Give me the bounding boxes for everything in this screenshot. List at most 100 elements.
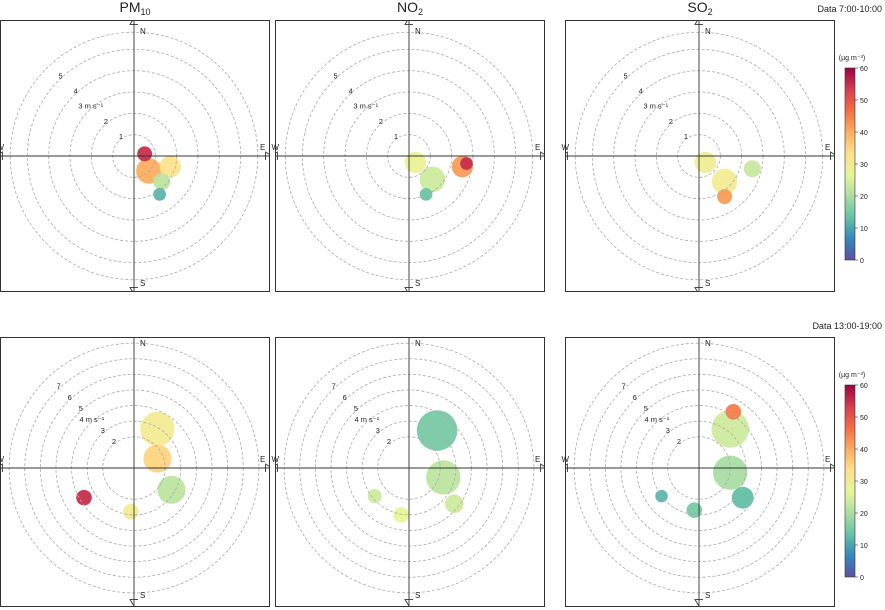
speed-ring-label: 3 <box>666 426 670 435</box>
compass-south: S <box>705 279 710 288</box>
axis-arrowhead <box>540 463 545 472</box>
colorbar-tick-label: 30 <box>860 162 868 169</box>
colorbar-tick-label: 10 <box>860 226 868 233</box>
concentration-blob <box>717 189 733 205</box>
colorbar-tick-label: 20 <box>860 511 868 518</box>
colorbar-tick-label: 0 <box>860 258 864 265</box>
compass-north: N <box>140 339 146 348</box>
speed-ring-label: 2 <box>677 437 681 446</box>
panel-frame <box>565 337 835 607</box>
speed-ring-label: 2 <box>669 117 673 126</box>
colorbar-scale <box>844 384 856 578</box>
concentration-blob <box>686 502 703 518</box>
axis-arrowhead <box>565 151 568 160</box>
axis-arrowhead <box>565 463 568 472</box>
column-title-subscript: 2 <box>418 7 423 17</box>
speed-ring-label: 4 m s⁻¹ <box>644 415 669 424</box>
concentration-blob <box>367 489 382 504</box>
concentration-blob <box>711 168 738 195</box>
polar-panel-pm10: N S E W 1 23 m s⁻¹4 5 <box>0 20 270 292</box>
compass-west: W <box>271 455 279 464</box>
axis-arrowhead <box>275 463 278 472</box>
colorbar: (µg m⁻³) 0 10 20 30 40 50 60 <box>839 372 868 582</box>
compass-east: E <box>825 143 830 152</box>
colorbar-tick-label: 50 <box>860 415 868 422</box>
axis-arrowhead <box>0 151 3 160</box>
speed-ring-label: 3 <box>376 426 380 435</box>
speed-ring-label: 7 <box>332 382 336 391</box>
panel-plot-area <box>0 337 270 607</box>
colorbar-tick-label: 30 <box>860 479 868 486</box>
column-title-subscript: 2 <box>708 7 713 17</box>
axis-arrowhead <box>404 599 413 607</box>
concentration-blob <box>725 404 742 420</box>
concentration-blob <box>713 455 748 490</box>
colorbar-unit: (µg m⁻³) <box>839 55 865 62</box>
speed-ring-label: 3 m s⁻¹ <box>353 102 378 111</box>
column-title-subscript: 10 <box>140 7 150 17</box>
compass-north: N <box>140 27 146 36</box>
column-title-main: NO <box>397 0 418 15</box>
speed-ring-label: 1 <box>394 132 398 141</box>
axis-arrowhead <box>265 463 270 472</box>
speed-ring-label: 5 <box>333 72 337 81</box>
compass-south: S <box>140 591 145 600</box>
axis-arrowhead <box>129 287 138 292</box>
axis-arrowhead <box>694 287 703 292</box>
speed-ring-label: 3 <box>101 426 105 435</box>
speed-ring-label: 7 <box>622 382 626 391</box>
compass-east: E <box>535 143 540 152</box>
compass-south: S <box>415 279 420 288</box>
concentration-blob <box>140 411 175 447</box>
column-title: NO2 <box>397 0 423 17</box>
concentration-blob <box>143 444 172 473</box>
speed-ring-label: 4 <box>349 87 353 96</box>
colorbar-tick-label: 0 <box>860 575 864 582</box>
panel-plot-area <box>275 20 545 292</box>
column-title: SO2 <box>687 0 712 17</box>
compass-north: N <box>705 27 711 36</box>
axis-arrowhead <box>694 20 703 25</box>
polar-panel-so2: N S E W 1 23 m s⁻¹4 5 <box>561 20 835 292</box>
speed-ring-label: 3 m s⁻¹ <box>643 102 668 111</box>
axis-arrowhead <box>405 330 413 336</box>
axis-arrowhead <box>275 151 278 160</box>
panel-plot-area <box>565 337 835 607</box>
axis-arrowhead <box>830 151 835 160</box>
concentration-blob <box>444 494 464 514</box>
panel-frame <box>0 337 270 607</box>
speed-ring-label: 5 <box>623 72 627 81</box>
concentration-blob <box>157 475 186 504</box>
period-label: Data 7:00-10:00 <box>817 4 882 14</box>
axis-arrowhead <box>404 20 413 25</box>
concentration-blob <box>137 146 153 162</box>
compass-south: S <box>705 591 710 600</box>
colorbar-tick-label: 10 <box>860 543 868 550</box>
speed-ring-label: 2 <box>387 437 391 446</box>
colorbar-unit: (µg m⁻³) <box>839 372 865 379</box>
concentration-blob <box>419 188 433 201</box>
speed-ring-label: 2 <box>379 117 383 126</box>
colorbar-tick-label: 20 <box>860 194 868 201</box>
speed-ring-label: 6 <box>343 393 347 402</box>
compass-east: E <box>825 455 830 464</box>
polar-panel-pm10: N S E W 23 4 m s⁻¹ 567 <box>0 337 270 607</box>
speed-ring-label: 1 <box>684 132 688 141</box>
compass-south: S <box>140 279 145 288</box>
concentration-blob <box>393 507 409 523</box>
speed-ring-label: 7 <box>57 382 61 391</box>
concentration-blob <box>159 156 181 178</box>
colorbar: (µg m⁻³) 0 10 20 30 40 50 60 <box>839 55 868 265</box>
column-title-main: SO <box>687 0 707 15</box>
column-title: PM10 <box>119 0 150 17</box>
concentration-blob <box>404 151 427 174</box>
concentration-blob <box>153 188 167 201</box>
axis-arrowhead <box>694 599 703 607</box>
colorbar-tick-label: 60 <box>860 66 868 73</box>
concentration-blob <box>153 173 171 191</box>
panel-plot-area <box>275 330 545 607</box>
axis-arrowhead <box>830 463 835 472</box>
compass-west: W <box>0 455 4 464</box>
axis-arrowhead <box>404 287 413 292</box>
